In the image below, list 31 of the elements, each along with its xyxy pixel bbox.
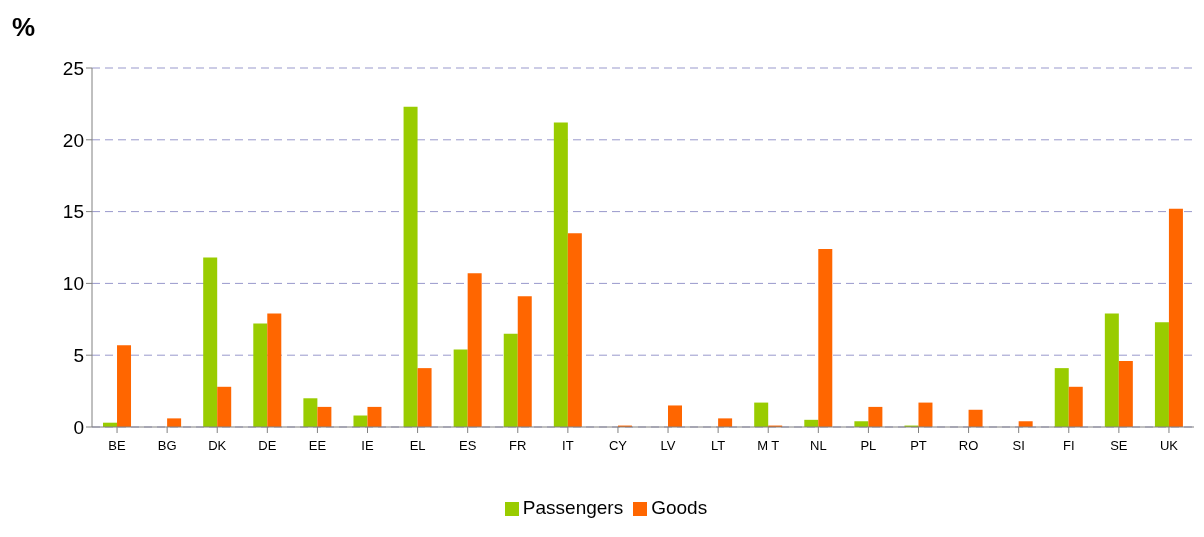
y-tick-label: 15 [62,201,84,223]
y-tick-label: 10 [62,273,84,295]
x-tick-label: M T [757,438,780,454]
x-tick-label: IT [562,438,574,454]
x-tick-label: EE [308,438,327,454]
x-tick-label: LV [660,438,676,454]
x-tick-label: ES [459,438,477,454]
legend-label: Goods [651,497,708,518]
x-tick-label: RO [958,438,979,454]
x-tick-label: BE [108,438,127,454]
x-tick-label: SI [1012,438,1025,454]
x-tick-label: FR [509,438,527,454]
y-tick-label: 5 [73,344,84,366]
x-tick-label: UK [1159,438,1179,454]
x-tick-label: SE [1110,438,1128,454]
x-tick-label: LT [711,438,726,454]
y-axis-title: % [12,12,36,43]
x-tick-label: PT [910,438,927,454]
x-tick-label: FI [1062,438,1075,454]
x-tick-label: DE [258,438,277,454]
legend-label: Passengers [522,497,624,518]
x-tick-label: NL [810,438,827,454]
x-tick-label: DK [208,438,227,454]
x-tick-label: PL [860,438,877,454]
x-tick-label: EL [409,438,426,454]
y-tick-label: 20 [62,129,84,151]
x-tick-label: BG [157,438,177,454]
y-tick-label: 0 [73,416,84,438]
y-tick-label: 25 [62,57,84,79]
x-tick-label: IE [361,438,374,454]
x-tick-label: CY [608,438,628,454]
